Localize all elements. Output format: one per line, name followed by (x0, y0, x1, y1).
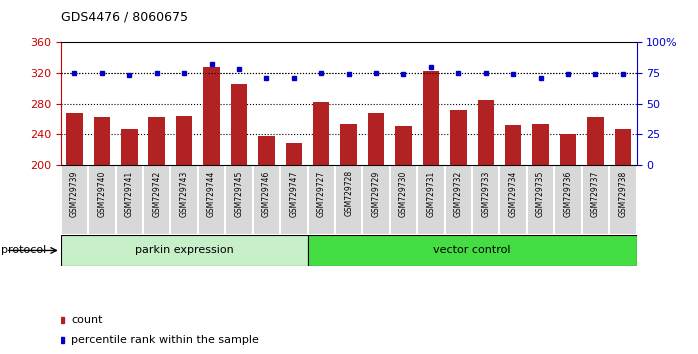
Bar (389, 165, 417, 235)
Text: parkin expression: parkin expression (135, 245, 234, 256)
Bar (500, 165, 527, 235)
Bar (149, 117, 165, 165)
Bar (477, 101, 494, 165)
Bar (285, 143, 302, 165)
Bar (308, 165, 335, 235)
Bar (533, 124, 549, 165)
Bar (417, 165, 445, 235)
Text: GSM729747: GSM729747 (289, 170, 298, 217)
Bar (280, 165, 308, 235)
Text: GSM729745: GSM729745 (235, 170, 244, 217)
Bar (362, 165, 389, 235)
Text: GSM729727: GSM729727 (317, 170, 326, 217)
Text: percentile rank within the sample: percentile rank within the sample (71, 335, 259, 345)
Bar (203, 67, 220, 165)
Bar (66, 113, 82, 165)
Text: GSM729729: GSM729729 (371, 170, 380, 217)
Bar (505, 125, 521, 165)
Bar (61, 235, 308, 266)
Text: GSM729742: GSM729742 (152, 170, 161, 217)
Bar (170, 165, 198, 235)
Bar (527, 165, 554, 235)
Bar (61, 165, 88, 235)
Bar (121, 129, 138, 165)
Text: GSM729728: GSM729728 (344, 170, 353, 216)
Bar (395, 126, 412, 165)
Bar (308, 235, 637, 266)
Text: GSM729737: GSM729737 (591, 170, 600, 217)
Bar (587, 117, 604, 165)
Bar (609, 165, 637, 235)
Bar (472, 165, 500, 235)
Bar (94, 116, 110, 165)
Text: GSM729744: GSM729744 (207, 170, 216, 217)
Bar (581, 165, 609, 235)
Bar (368, 113, 385, 165)
Bar (313, 102, 329, 165)
Bar (335, 165, 362, 235)
Bar (198, 165, 225, 235)
Text: GSM729739: GSM729739 (70, 170, 79, 217)
Bar (176, 116, 193, 165)
Bar (225, 165, 253, 235)
Bar (560, 134, 577, 165)
Text: GSM729736: GSM729736 (563, 170, 572, 217)
Text: count: count (71, 315, 103, 325)
Bar (116, 165, 143, 235)
Bar (88, 165, 116, 235)
Bar (423, 72, 439, 165)
Bar (253, 165, 280, 235)
Bar (258, 136, 274, 165)
Bar (143, 165, 170, 235)
Text: GSM729740: GSM729740 (97, 170, 106, 217)
Text: GSM729741: GSM729741 (125, 170, 134, 217)
Text: GSM729743: GSM729743 (179, 170, 188, 217)
Bar (450, 110, 466, 165)
Bar (554, 165, 581, 235)
Text: vector control: vector control (433, 245, 511, 256)
Text: GSM729733: GSM729733 (481, 170, 490, 217)
Text: GSM729738: GSM729738 (618, 170, 628, 217)
Text: GSM729730: GSM729730 (399, 170, 408, 217)
Text: GSM729746: GSM729746 (262, 170, 271, 217)
Bar (341, 124, 357, 165)
Text: protocol: protocol (1, 245, 47, 256)
Text: GDS4476 / 8060675: GDS4476 / 8060675 (61, 11, 188, 24)
Text: GSM729734: GSM729734 (509, 170, 518, 217)
Bar (445, 165, 472, 235)
Text: GSM729731: GSM729731 (426, 170, 436, 217)
Text: GSM729732: GSM729732 (454, 170, 463, 217)
Bar (615, 130, 631, 165)
Bar (231, 85, 247, 165)
Text: GSM729735: GSM729735 (536, 170, 545, 217)
